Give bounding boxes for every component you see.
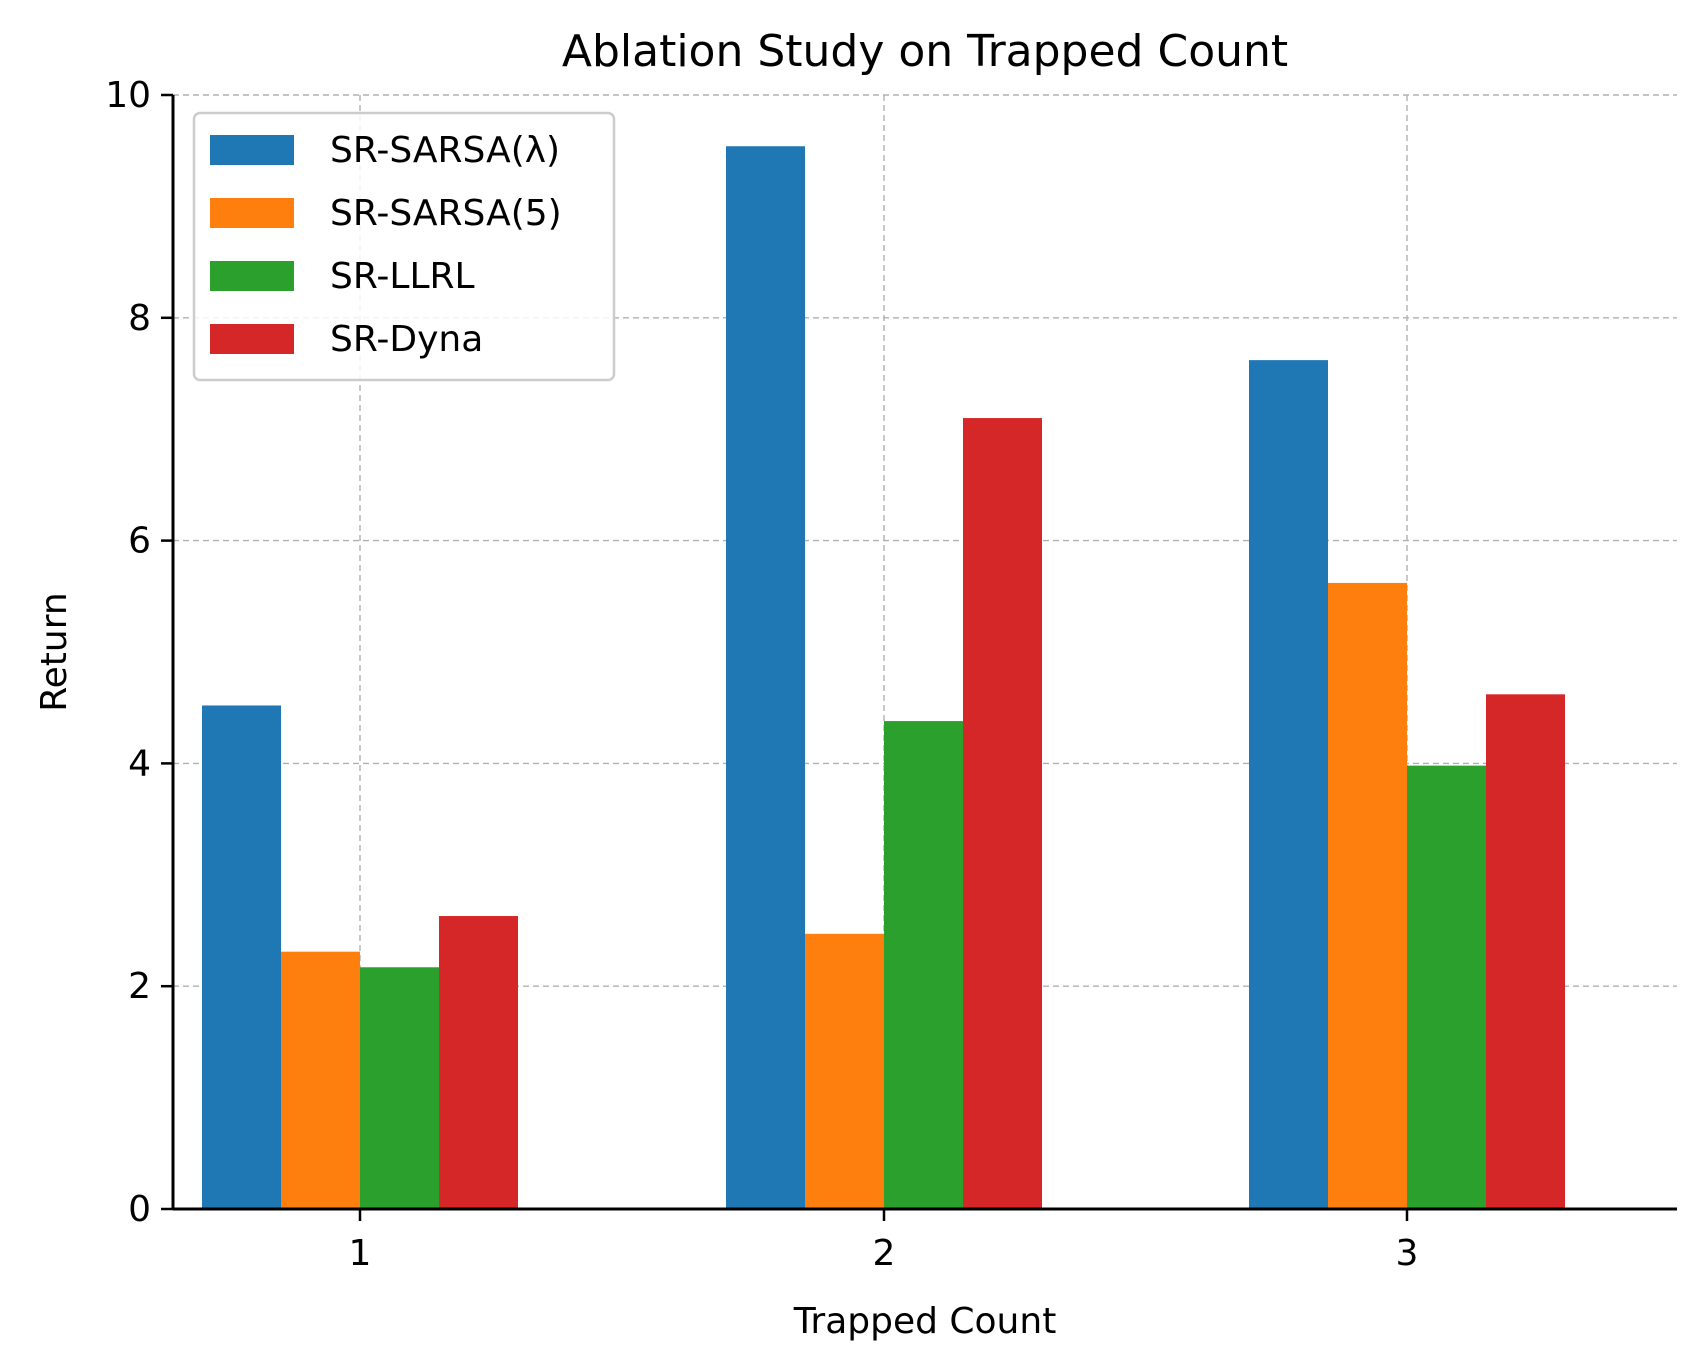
legend-label: SR-LLRL <box>330 256 475 297</box>
y-tick-label: 4 <box>128 743 151 784</box>
bar-3-1 <box>360 967 439 1209</box>
bar-3-2 <box>884 721 963 1209</box>
legend-swatch <box>210 324 294 354</box>
bar-2-1 <box>281 951 360 1209</box>
bar-4-1 <box>439 916 518 1209</box>
y-axis-label: Return <box>34 592 75 711</box>
chart-title: Ablation Study on Trapped Count <box>562 26 1288 77</box>
y-tick-label: 8 <box>128 298 151 339</box>
y-tick-label: 10 <box>105 75 151 116</box>
bar-1-1 <box>202 705 281 1209</box>
bars <box>202 146 1565 1210</box>
axes <box>161 93 1677 1221</box>
legend-swatch <box>210 198 294 228</box>
legend-frame <box>192 111 616 382</box>
x-tick-label: 2 <box>873 1233 896 1274</box>
legend-label: SR-SARSA(5) <box>330 193 562 234</box>
y-tick-label: 0 <box>128 1189 151 1230</box>
bar-2-2 <box>805 933 884 1209</box>
bar-1-2 <box>726 146 805 1209</box>
legend-swatch <box>210 261 294 291</box>
bar-1-3 <box>1249 360 1328 1210</box>
legend: SR-SARSA(λ) SR-SARSA(5) SR-LLRL SR-Dyna <box>192 111 616 382</box>
x-axis-label: Trapped Count <box>793 1301 1057 1342</box>
y-tick-label: 2 <box>128 966 151 1007</box>
legend-label: SR-SARSA(λ) <box>330 130 560 171</box>
x-tick-label: 3 <box>1396 1233 1419 1274</box>
bar-3-3 <box>1407 765 1486 1209</box>
bar-4-2 <box>963 418 1042 1209</box>
bar-2-3 <box>1328 582 1407 1209</box>
bar-4-3 <box>1486 694 1565 1209</box>
legend-swatch <box>210 135 294 165</box>
x-tick-label: 1 <box>349 1233 372 1274</box>
y-tick-label: 6 <box>128 521 151 562</box>
legend-label: SR-Dyna <box>330 319 483 360</box>
